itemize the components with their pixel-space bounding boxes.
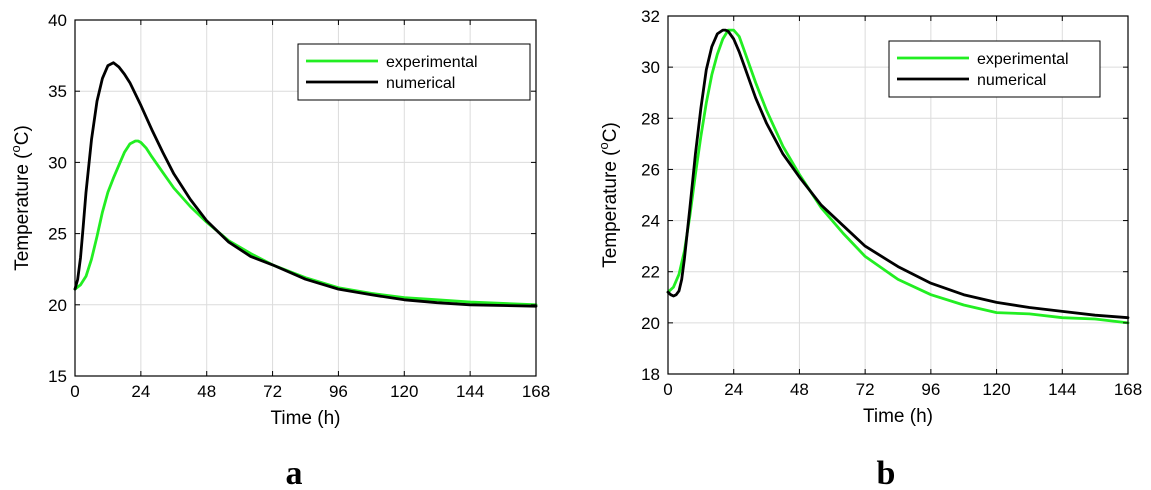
x-tick-label: 72	[263, 382, 282, 401]
y-tick-label: 25	[48, 225, 67, 244]
chart-panel-b: 0 24 48 72 96 120 144 168 18 20 22 24 26 28 30 32 Time (…	[576, 0, 1151, 490]
y-tick-label: 28	[641, 109, 660, 128]
x-tick-label: 24	[131, 382, 150, 401]
y-axis-label-main: Temperature (	[600, 149, 621, 268]
chart-panel-a: 0 24 48 72 96 120 144 168 15 20 25 30 35 40 Time (h) Te…	[0, 0, 575, 490]
legend-label-experimental: experimental	[977, 51, 1069, 68]
y-tick-label: 26	[641, 160, 660, 179]
x-tick-label: 96	[921, 380, 940, 399]
x-tick-label: 144	[1048, 380, 1076, 399]
panel-label: b	[877, 455, 896, 490]
y-tick-label: 24	[641, 212, 660, 231]
y-tick-label: 40	[48, 11, 67, 30]
y-tick-label: 32	[641, 7, 660, 26]
x-tick-label: 0	[70, 382, 79, 401]
grid	[668, 16, 1128, 374]
y-axis-label-unit: C)	[12, 125, 33, 145]
y-axis-label-superscript: o	[8, 145, 23, 152]
y-axis-label: Temperature (oC)	[596, 122, 621, 268]
x-tick-label: 48	[197, 382, 216, 401]
y-axis-label: Temperature (oC)	[8, 125, 33, 271]
x-axis-label: Time (h)	[270, 408, 340, 429]
x-tick-label: 96	[329, 382, 348, 401]
x-axis-label: Time (h)	[863, 406, 933, 427]
x-tick-label: 168	[522, 382, 550, 401]
x-tick-label: 72	[856, 380, 875, 399]
x-axis-ticks: 0 24 48 72 96 120 144 168	[663, 16, 1142, 399]
chart-a-svg: 0 24 48 72 96 120 144 168 15 20 25 30 35 40 Time (h) Te…	[8, 11, 550, 490]
series-line-numerical	[73, 61, 538, 308]
x-tick-label: 120	[390, 382, 418, 401]
plot-frame	[667, 15, 1129, 375]
x-tick-label: 48	[790, 380, 809, 399]
x-tick-label: 168	[1114, 380, 1142, 399]
panel-label: a	[286, 455, 303, 490]
y-tick-label: 20	[48, 296, 67, 315]
legend: experimental numerical	[297, 43, 531, 101]
y-tick-label: 18	[641, 365, 660, 384]
y-tick-label: 35	[48, 82, 67, 101]
x-tick-label: 24	[724, 380, 743, 399]
legend-label-numerical: numerical	[977, 72, 1046, 89]
legend-label-experimental: experimental	[386, 54, 478, 71]
x-tick-label: 120	[982, 380, 1010, 399]
y-tick-label: 15	[48, 367, 67, 386]
y-tick-label: 30	[48, 153, 67, 172]
legend-box	[888, 40, 1101, 98]
series-line-experimental	[666, 28, 1130, 325]
y-axis-label-superscript: o	[596, 142, 611, 149]
plot-frame	[74, 19, 537, 377]
y-tick-label: 30	[641, 58, 660, 77]
y-axis-ticks: 18 20 22 24 26 28 30 32	[641, 7, 1128, 384]
y-axis-label-unit: C)	[600, 122, 621, 142]
series-line-numerical	[666, 28, 1130, 320]
x-axis-ticks: 0 24 48 72 96 120 144 168	[70, 20, 550, 401]
y-axis-label-main: Temperature (	[12, 152, 33, 271]
y-axis-ticks: 15 20 25 30 35 40	[48, 11, 536, 386]
chart-b-svg: 0 24 48 72 96 120 144 168 18 20 22 24 26 28 30 32 Time (…	[596, 7, 1142, 490]
x-tick-label: 144	[456, 382, 484, 401]
legend-label-numerical: numerical	[386, 75, 455, 92]
legend-box	[297, 43, 531, 101]
legend: experimental numerical	[888, 40, 1101, 98]
y-tick-label: 22	[641, 263, 660, 282]
x-tick-label: 0	[663, 380, 672, 399]
y-tick-label: 20	[641, 314, 660, 333]
